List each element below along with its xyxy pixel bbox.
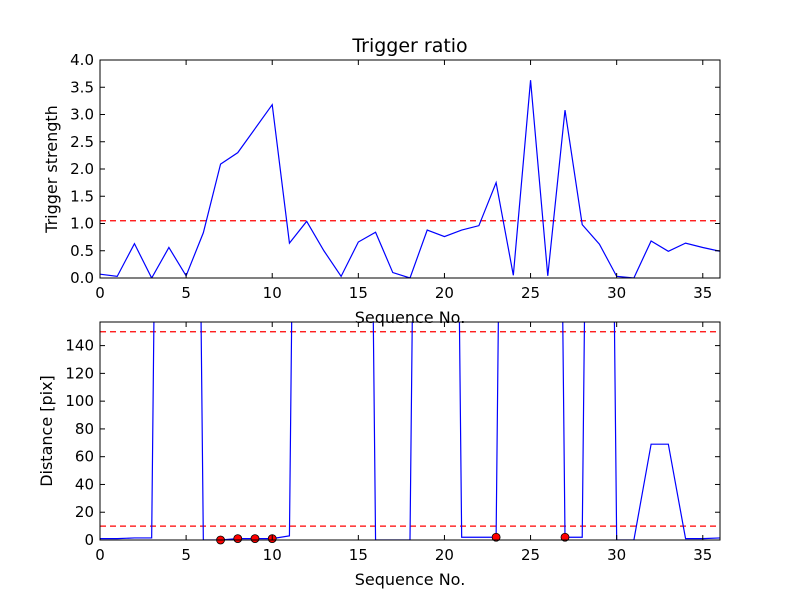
y-tick-label: 80 (75, 420, 94, 438)
x-tick-label: 5 (181, 284, 191, 302)
y-tick-label: 40 (75, 475, 94, 493)
y-tick-label: 0.5 (70, 242, 94, 260)
x-tick-label: 5 (181, 546, 191, 564)
x-tick-label: 10 (263, 284, 282, 302)
x-tick-label: 30 (607, 284, 626, 302)
y-tick-label: 2.5 (70, 133, 94, 151)
plot-data (100, 322, 720, 540)
x-tick-label: 25 (521, 546, 540, 564)
x-tick-label: 20 (435, 284, 454, 302)
y-tick-label: 1.5 (70, 187, 94, 205)
data-point-marker-4 (491, 532, 501, 542)
chart-title: Trigger ratio (351, 35, 467, 57)
x-axis-label: Sequence No. (355, 308, 466, 327)
y-tick-label: 20 (75, 503, 94, 521)
axis-ticks: 0 5 10 15 20 25 30 35 0.0 0.5 1.0 1.5 2.0 2.5 3.0 3.5 4.… (70, 51, 720, 302)
y-axis-label: Distance [pix] (37, 375, 56, 487)
y-tick-label: 100 (65, 392, 94, 410)
distance-chart: 0 5 10 15 20 25 30 35 0 20 40 60 80 100 120 140 Sequenc… (37, 321, 721, 589)
y-tick-label: 2.0 (70, 160, 94, 178)
y-axis-label: Trigger strength (42, 105, 61, 234)
plot-area (100, 322, 720, 545)
plot-frame (99, 59, 721, 279)
y-tick-label: 0.0 (70, 269, 94, 287)
x-tick-label: 15 (349, 546, 368, 564)
x-tick-label: 25 (521, 284, 540, 302)
y-tick-label: 140 (65, 337, 94, 355)
y-tick-label: 3.5 (70, 78, 94, 96)
x-tick-label: 30 (607, 546, 626, 564)
plot-frame (99, 321, 721, 541)
data-point-marker-1 (233, 534, 243, 544)
data-point-marker-2 (250, 534, 260, 544)
x-tick-label: 20 (435, 546, 454, 564)
x-axis-label: Sequence No. (355, 570, 466, 589)
axis-ticks: 0 5 10 15 20 25 30 35 0 20 40 60 80 100 120 140 (65, 322, 720, 564)
y-tick-label: 3.0 (70, 106, 94, 124)
x-tick-label: 15 (349, 284, 368, 302)
x-tick-label: 35 (693, 546, 712, 564)
data-point-marker-5 (560, 532, 570, 542)
y-tick-label: 1.0 (70, 215, 94, 233)
x-tick-label: 0 (95, 284, 105, 302)
x-tick-label: 35 (693, 284, 712, 302)
y-tick-label: 120 (65, 364, 94, 382)
y-tick-label: 60 (75, 448, 94, 466)
x-tick-label: 10 (263, 546, 282, 564)
y-tick-label: 0 (84, 531, 94, 549)
y-tick-label: 4.0 (70, 51, 94, 69)
x-tick-label: 0 (95, 546, 105, 564)
